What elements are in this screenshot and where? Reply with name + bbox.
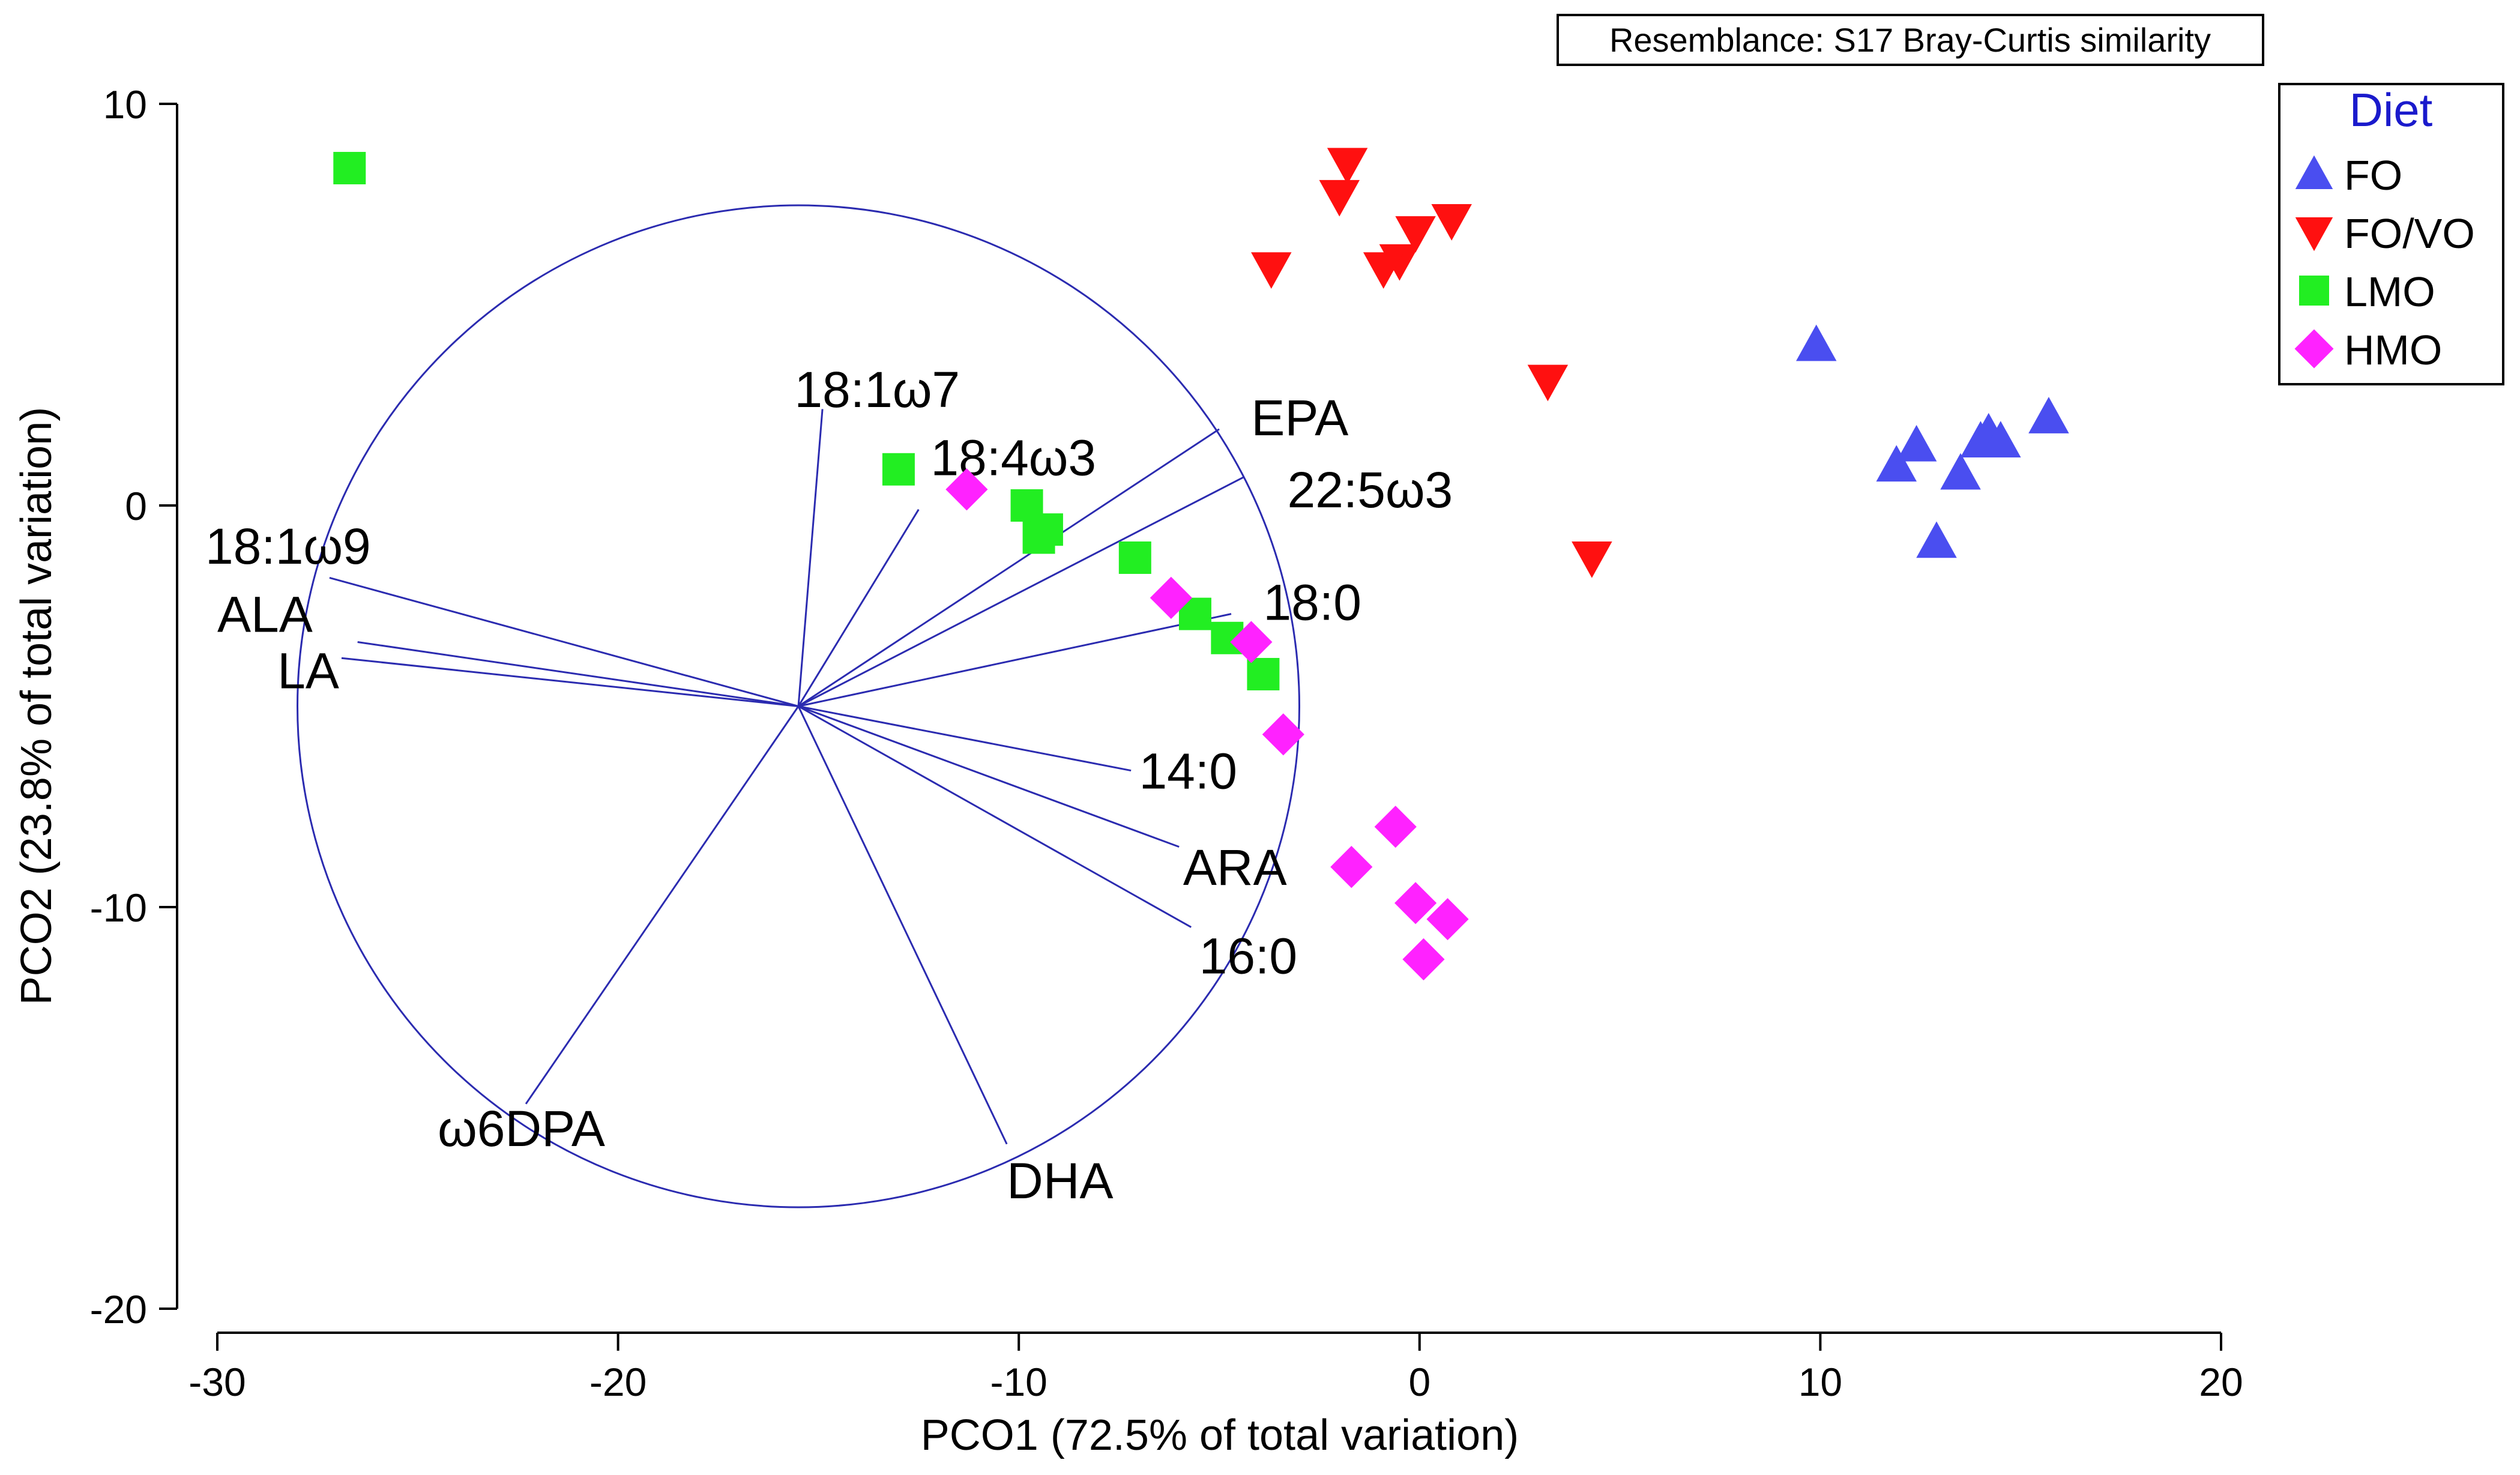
point-hmo <box>1330 846 1373 888</box>
y-tick-label: -10 <box>90 885 147 930</box>
vector-label-epa: EPA <box>1251 390 1348 446</box>
vector-6dpa <box>525 705 800 1105</box>
legend-label-fo-vo: FO/VO <box>2344 210 2475 257</box>
vector-label-18-4-3: 18:4ω3 <box>930 430 1096 486</box>
point-hmo <box>945 468 988 511</box>
x-tick-label: -30 <box>188 1360 246 1404</box>
point-fo <box>2028 397 2069 433</box>
x-axis-title: PCO1 (72.5% of total variation) <box>921 1411 1519 1459</box>
point-lmo <box>333 152 366 185</box>
vector-18-4-3 <box>797 508 920 707</box>
legend: Diet FO FO/VO LMO HMO <box>2278 83 2504 385</box>
point-lmo <box>1022 521 1055 554</box>
resemblance-label: Resemblance: S17 Bray-Curtis similarity <box>1609 21 2211 59</box>
vector-la <box>341 657 799 707</box>
point-lmo <box>882 453 915 486</box>
point-lmo <box>1247 657 1280 690</box>
legend-label-hmo: HMO <box>2344 327 2442 373</box>
axes: -30 -20 -10 0 10 20 -20 -10 0 10 <box>90 82 2243 1404</box>
vector-label-la: LA <box>277 642 339 699</box>
legend-marker-fo-vo <box>2295 217 2333 252</box>
y-tick-label: 10 <box>103 82 147 127</box>
vector-label-14-0: 14:0 <box>1139 743 1237 800</box>
point-hmo <box>1402 938 1445 981</box>
legend-label-fo: FO <box>2344 152 2402 199</box>
point-fo <box>1916 521 1957 558</box>
point-hmo <box>1394 882 1437 925</box>
point-fo-vo <box>1327 148 1368 185</box>
legend-marker-hmo <box>2294 329 2334 369</box>
vector-18-1-9 <box>329 576 799 707</box>
y-axis-title: PCO2 (23.8% of total variation) <box>13 407 61 1005</box>
x-tick-label: -20 <box>589 1360 647 1404</box>
vector-dha <box>797 705 1008 1145</box>
point-fo <box>1940 453 1981 490</box>
point-fo-vo <box>1572 541 1612 578</box>
vector-label-18-0: 18:0 <box>1263 575 1361 631</box>
point-lmo <box>1118 541 1151 574</box>
point-hmo <box>1374 806 1417 848</box>
vector-label-18-1-9: 18:1ω9 <box>205 518 371 575</box>
vector-16-0 <box>798 705 1192 928</box>
legend-label-lmo: LMO <box>2344 268 2435 315</box>
resemblance-box: Resemblance: S17 Bray-Curtis similarity <box>1557 14 2264 66</box>
point-hmo <box>1150 576 1192 619</box>
point-fo-vo <box>1319 179 1360 217</box>
vector-label-22-5-3: 22:5ω3 <box>1287 462 1453 518</box>
vector-label-16-0: 16:0 <box>1199 928 1298 984</box>
legend-title: Diet <box>2350 83 2433 136</box>
correlation-circle <box>297 204 1301 1208</box>
vector-ara <box>798 705 1180 848</box>
legend-marker-fo <box>2295 155 2333 189</box>
resemblance-frame <box>1557 14 2264 66</box>
x-tick-label: 10 <box>1798 1360 1842 1404</box>
point-fo-vo <box>1527 364 1569 402</box>
vector-label-dha: DHA <box>1007 1153 1113 1209</box>
point-fo-vo <box>1363 252 1404 289</box>
x-tick-label: 20 <box>2199 1360 2243 1404</box>
point-fo-vo <box>1431 204 1472 241</box>
y-tick-label: 0 <box>125 484 147 528</box>
vector-ala <box>357 641 799 707</box>
vector-label-6dpa: ω6DPA <box>438 1100 605 1157</box>
data-points <box>333 148 2069 981</box>
vector-18-0 <box>798 613 1232 707</box>
vector-14-0 <box>798 705 1132 772</box>
legend-marker-lmo <box>2299 276 2329 306</box>
point-hmo <box>1230 621 1273 663</box>
y-tick-label: -20 <box>90 1287 147 1332</box>
vector-label-ara: ARA <box>1183 839 1287 896</box>
point-fo <box>1795 324 1837 361</box>
vector-22-5-3 <box>798 476 1244 707</box>
x-tick-label: 0 <box>1408 1360 1430 1404</box>
vector-18-1-7 <box>797 409 824 707</box>
point-fo <box>1896 424 1937 462</box>
point-fo-vo <box>1395 216 1436 253</box>
vector-epa <box>798 428 1220 707</box>
vector-label-ala: ALA <box>217 587 313 643</box>
point-fo <box>1876 445 1917 482</box>
point-fo <box>1980 421 2021 457</box>
point-hmo <box>1426 897 1469 941</box>
point-hmo <box>1262 713 1304 756</box>
x-tick-label: -10 <box>990 1360 1047 1404</box>
point-fo-vo <box>1251 252 1292 289</box>
vector-label-18-1-7: 18:1ω7 <box>794 361 960 418</box>
